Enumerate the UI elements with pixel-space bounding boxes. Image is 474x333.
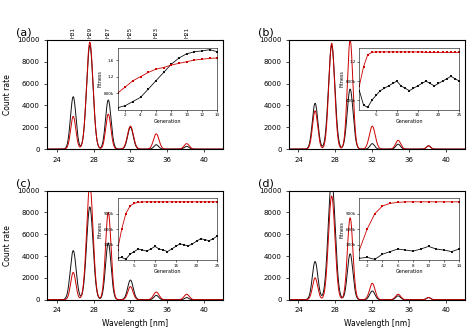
- Y-axis label: Count rate: Count rate: [3, 225, 12, 266]
- Text: (b): (b): [258, 28, 273, 38]
- Text: H27: H27: [106, 27, 111, 38]
- Text: (d): (d): [258, 178, 273, 188]
- X-axis label: Wavelength [nm]: Wavelength [nm]: [344, 319, 410, 328]
- Text: H25: H25: [128, 27, 133, 38]
- X-axis label: Wavelength [nm]: Wavelength [nm]: [102, 319, 168, 328]
- Text: (a): (a): [16, 28, 31, 38]
- Text: H31: H31: [71, 27, 76, 38]
- Text: H21: H21: [184, 27, 189, 38]
- Text: (c): (c): [16, 178, 31, 188]
- Y-axis label: Count rate: Count rate: [3, 74, 12, 115]
- Text: H23: H23: [154, 27, 159, 38]
- Text: H29: H29: [87, 27, 92, 38]
